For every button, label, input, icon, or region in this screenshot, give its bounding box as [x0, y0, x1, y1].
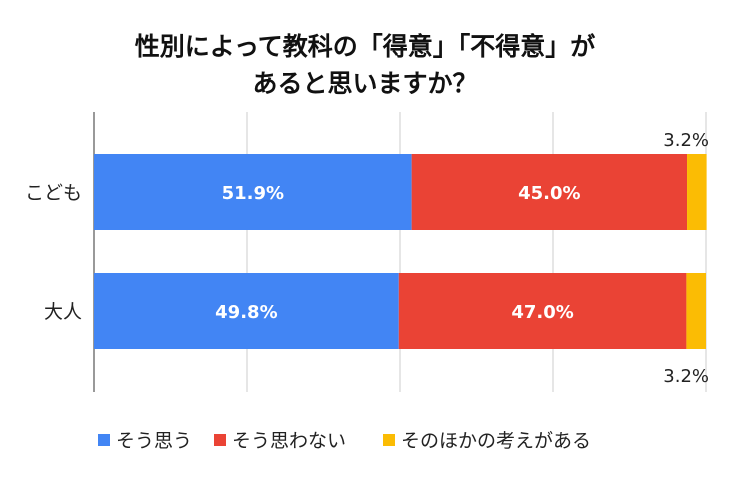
data-label: 49.8% [215, 302, 277, 323]
category-label: こども [25, 182, 82, 204]
data-label: 3.2% [663, 130, 709, 151]
bar-segment [411, 154, 688, 230]
legend-label: そう思う [116, 430, 192, 452]
category-label: 大人 [44, 301, 82, 323]
data-label: 3.2% [663, 366, 709, 387]
legend-swatch [98, 434, 110, 446]
bar-segment [686, 273, 706, 349]
legend-label: そのほかの考えがある [401, 430, 591, 452]
data-label: 45.0% [518, 183, 580, 204]
bar-segment [687, 154, 707, 230]
legend-swatch [383, 434, 395, 446]
bar-segment [94, 273, 399, 349]
chart-title-line-2: あると思いますか？ [252, 69, 477, 98]
bar-segment [398, 273, 687, 349]
data-label: 47.0% [511, 302, 573, 323]
bar-segment [94, 154, 412, 230]
chart-title-line-1: 性別によって教科の「得意」「不得意」が [135, 32, 596, 61]
legend-swatch [214, 434, 226, 446]
data-label: 51.9% [222, 183, 284, 204]
legend-label: そう思わない [232, 430, 346, 452]
